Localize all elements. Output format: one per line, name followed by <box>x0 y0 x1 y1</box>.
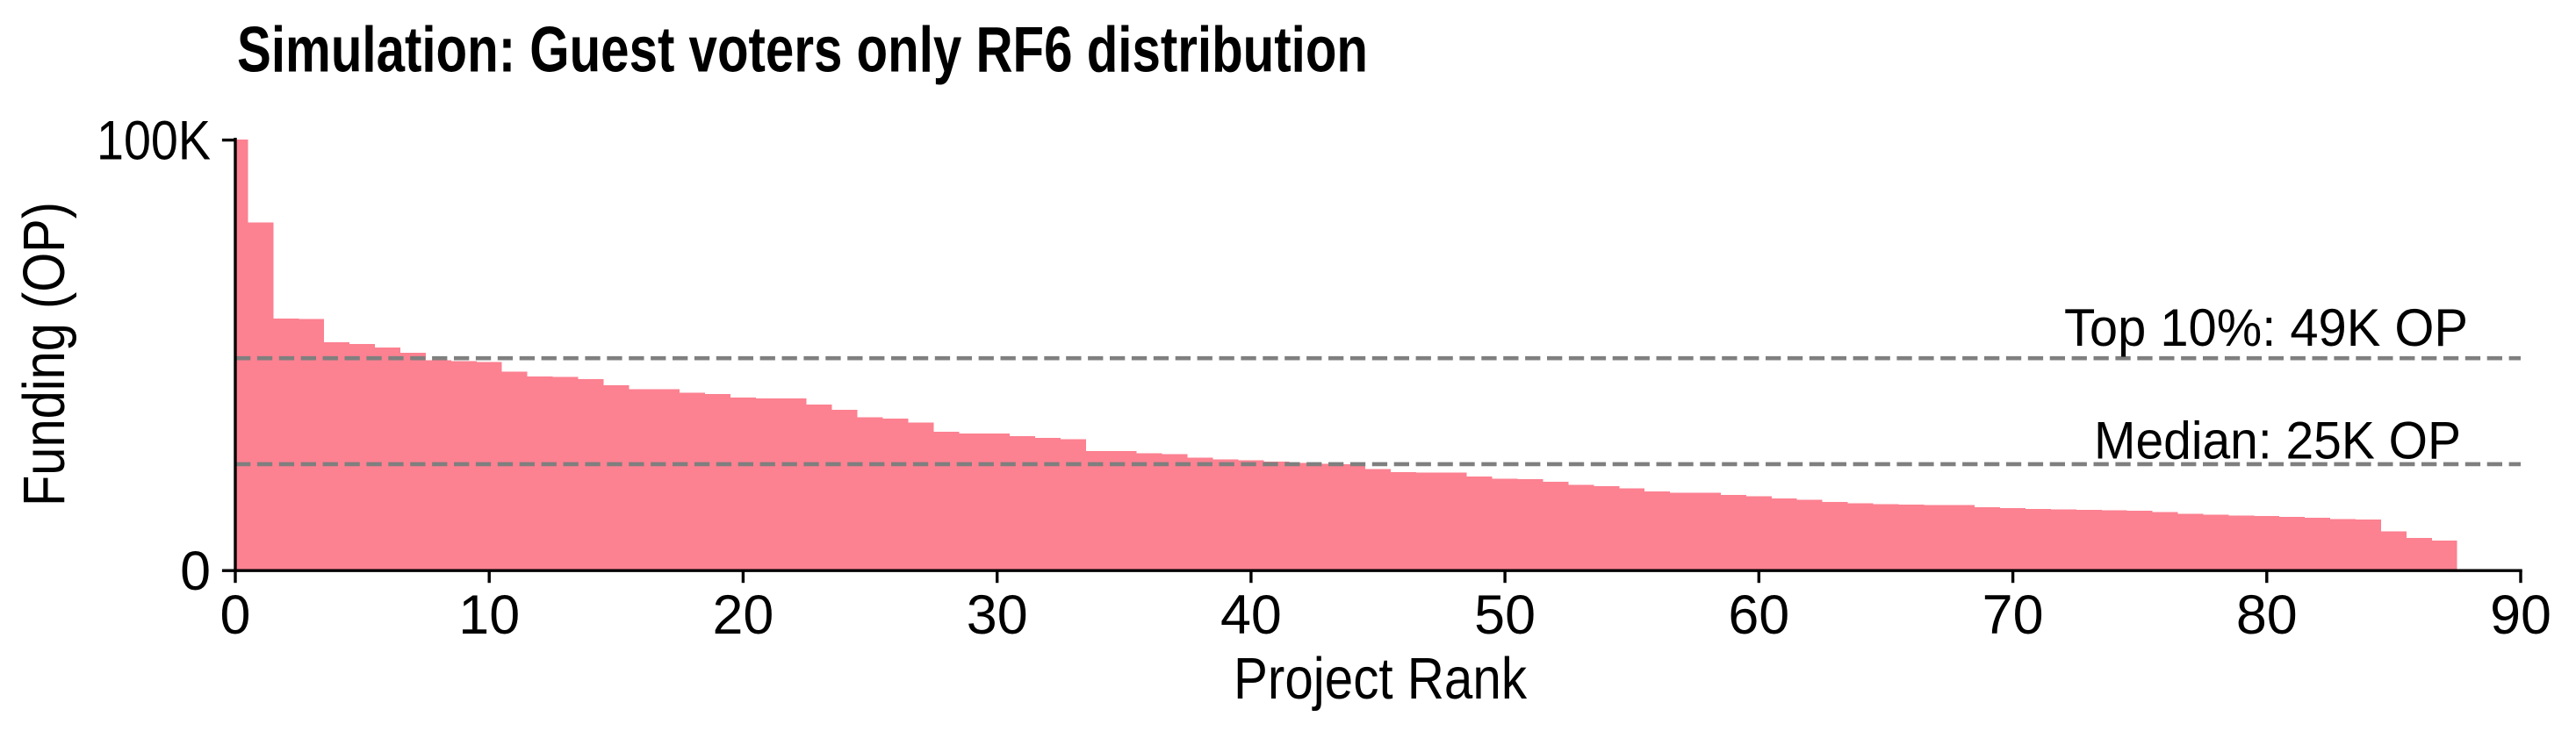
svg-text:50: 50 <box>1474 584 1536 646</box>
svg-text:10: 10 <box>458 584 520 646</box>
svg-text:Project Rank: Project Rank <box>1234 646 1527 712</box>
svg-text:Top 10%: 49K OP: Top 10%: 49K OP <box>2064 298 2468 357</box>
svg-text:0: 0 <box>180 541 211 602</box>
svg-text:100K: 100K <box>97 111 211 172</box>
svg-text:Simulation: Guest voters only: Simulation: Guest voters only RF6 distri… <box>237 13 1368 86</box>
svg-text:Funding (OP): Funding (OP) <box>11 202 77 506</box>
svg-text:30: 30 <box>967 584 1028 646</box>
svg-text:90: 90 <box>2490 584 2551 646</box>
svg-text:Median: 25K OP: Median: 25K OP <box>2094 412 2461 470</box>
svg-text:20: 20 <box>712 584 774 646</box>
svg-text:60: 60 <box>1728 584 1789 646</box>
svg-text:0: 0 <box>220 584 251 646</box>
svg-text:70: 70 <box>1982 584 2044 646</box>
svg-text:40: 40 <box>1220 584 1282 646</box>
svg-text:80: 80 <box>2236 584 2298 646</box>
